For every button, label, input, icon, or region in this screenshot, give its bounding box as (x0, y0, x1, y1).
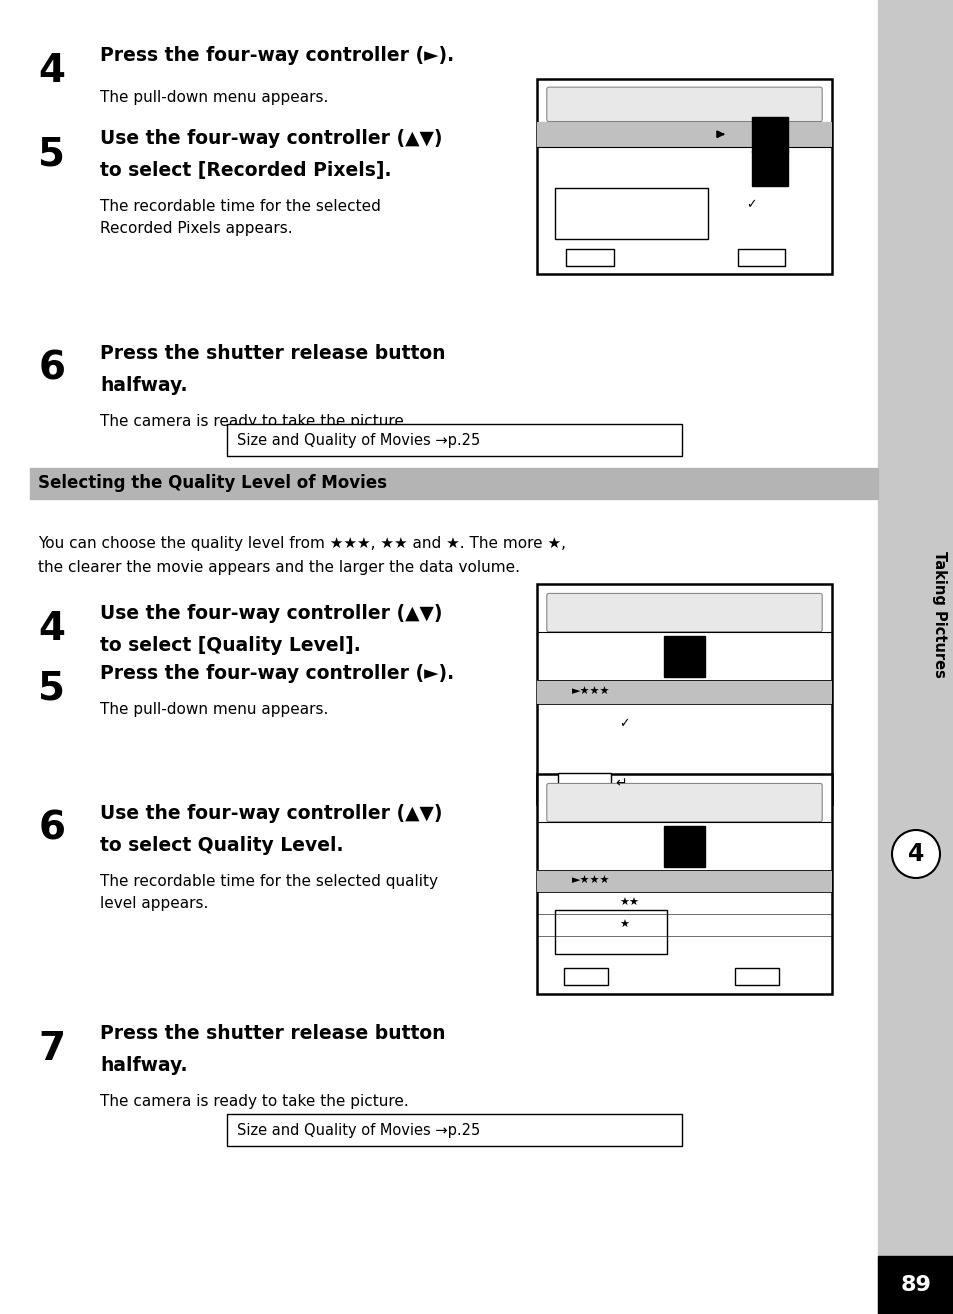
Text: Press the shutter release button: Press the shutter release button (100, 1024, 445, 1043)
Bar (227, 1114, 681, 1146)
FancyBboxPatch shape (546, 783, 821, 821)
Bar (752, 117, 787, 152)
Text: Press the four-way controller (►).: Press the four-way controller (►). (100, 664, 454, 683)
Text: 5: 5 (38, 670, 66, 708)
Text: The pull-down menu appears.: The pull-down menu appears. (100, 89, 328, 105)
Text: 4: 4 (907, 842, 923, 866)
Bar (877, 0, 953, 1314)
Text: Recorded Pixels appears.: Recorded Pixels appears. (100, 221, 293, 237)
Circle shape (891, 830, 939, 878)
Text: ★★: ★★ (618, 897, 639, 908)
Text: Use the four-way controller (▲▼): Use the four-way controller (▲▼) (100, 804, 442, 823)
Text: ✓: ✓ (618, 717, 629, 731)
Text: The recordable time for the selected quality: The recordable time for the selected qua… (100, 874, 437, 890)
Text: The recordable time for the selected: The recordable time for the selected (100, 198, 380, 214)
Text: level appears.: level appears. (100, 896, 208, 911)
Text: Use the four-way controller (▲▼): Use the four-way controller (▲▼) (100, 129, 442, 148)
Bar (737, 248, 784, 267)
Text: Selecting the Quality Level of Movies: Selecting the Quality Level of Movies (38, 474, 387, 493)
Bar (537, 79, 831, 275)
Bar (537, 122, 831, 147)
Text: to select Quality Level.: to select Quality Level. (100, 836, 343, 855)
Text: 6: 6 (38, 809, 66, 848)
Text: the clearer the movie appears and the larger the data volume.: the clearer the movie appears and the la… (38, 560, 519, 576)
Bar (734, 967, 778, 986)
Text: 4: 4 (38, 53, 66, 89)
Bar (566, 248, 613, 267)
Text: halfway.: halfway. (100, 376, 188, 396)
Bar (663, 827, 704, 867)
Text: ★: ★ (618, 920, 629, 930)
Text: Press the shutter release button: Press the shutter release button (100, 344, 445, 363)
Bar (663, 636, 704, 678)
Text: to select [Quality Level].: to select [Quality Level]. (100, 636, 360, 654)
Text: Press the four-way controller (►).: Press the four-way controller (►). (100, 46, 454, 64)
Text: The camera is ready to take the picture.: The camera is ready to take the picture. (100, 1095, 408, 1109)
Bar (752, 151, 787, 187)
Bar (554, 911, 666, 954)
FancyBboxPatch shape (546, 594, 821, 632)
Text: 5: 5 (38, 135, 66, 173)
Text: ►★★★: ►★★★ (572, 875, 610, 886)
Text: ✓: ✓ (745, 198, 756, 212)
Text: 4: 4 (38, 610, 66, 648)
Bar (537, 774, 831, 993)
Bar (558, 773, 610, 794)
Text: Size and Quality of Movies →p.25: Size and Quality of Movies →p.25 (236, 1122, 479, 1138)
Text: The camera is ready to take the picture.: The camera is ready to take the picture. (100, 414, 408, 428)
Text: 89: 89 (900, 1275, 930, 1296)
Text: ↵: ↵ (615, 777, 627, 790)
Text: 7: 7 (38, 1030, 66, 1068)
Text: Use the four-way controller (▲▼): Use the four-way controller (▲▼) (100, 604, 442, 623)
Bar (877, 1256, 953, 1314)
Text: to select [Recorded Pixels].: to select [Recorded Pixels]. (100, 162, 391, 180)
Bar (537, 679, 831, 704)
Bar (30, 468, 877, 499)
Text: Size and Quality of Movies →p.25: Size and Quality of Movies →p.25 (236, 432, 479, 448)
Text: 6: 6 (38, 350, 66, 388)
Text: ►★★★: ►★★★ (572, 687, 610, 696)
Bar (227, 424, 681, 456)
Bar (554, 188, 707, 239)
Text: You can choose the quality level from ★★★, ★★ and ★. The more ★,: You can choose the quality level from ★★… (38, 536, 565, 551)
Text: halfway.: halfway. (100, 1056, 188, 1075)
Text: Taking Pictures: Taking Pictures (931, 551, 946, 678)
FancyBboxPatch shape (546, 87, 821, 122)
Bar (537, 583, 831, 804)
Bar (563, 967, 607, 986)
Bar (537, 870, 831, 892)
Text: The pull-down menu appears.: The pull-down menu appears. (100, 702, 328, 717)
